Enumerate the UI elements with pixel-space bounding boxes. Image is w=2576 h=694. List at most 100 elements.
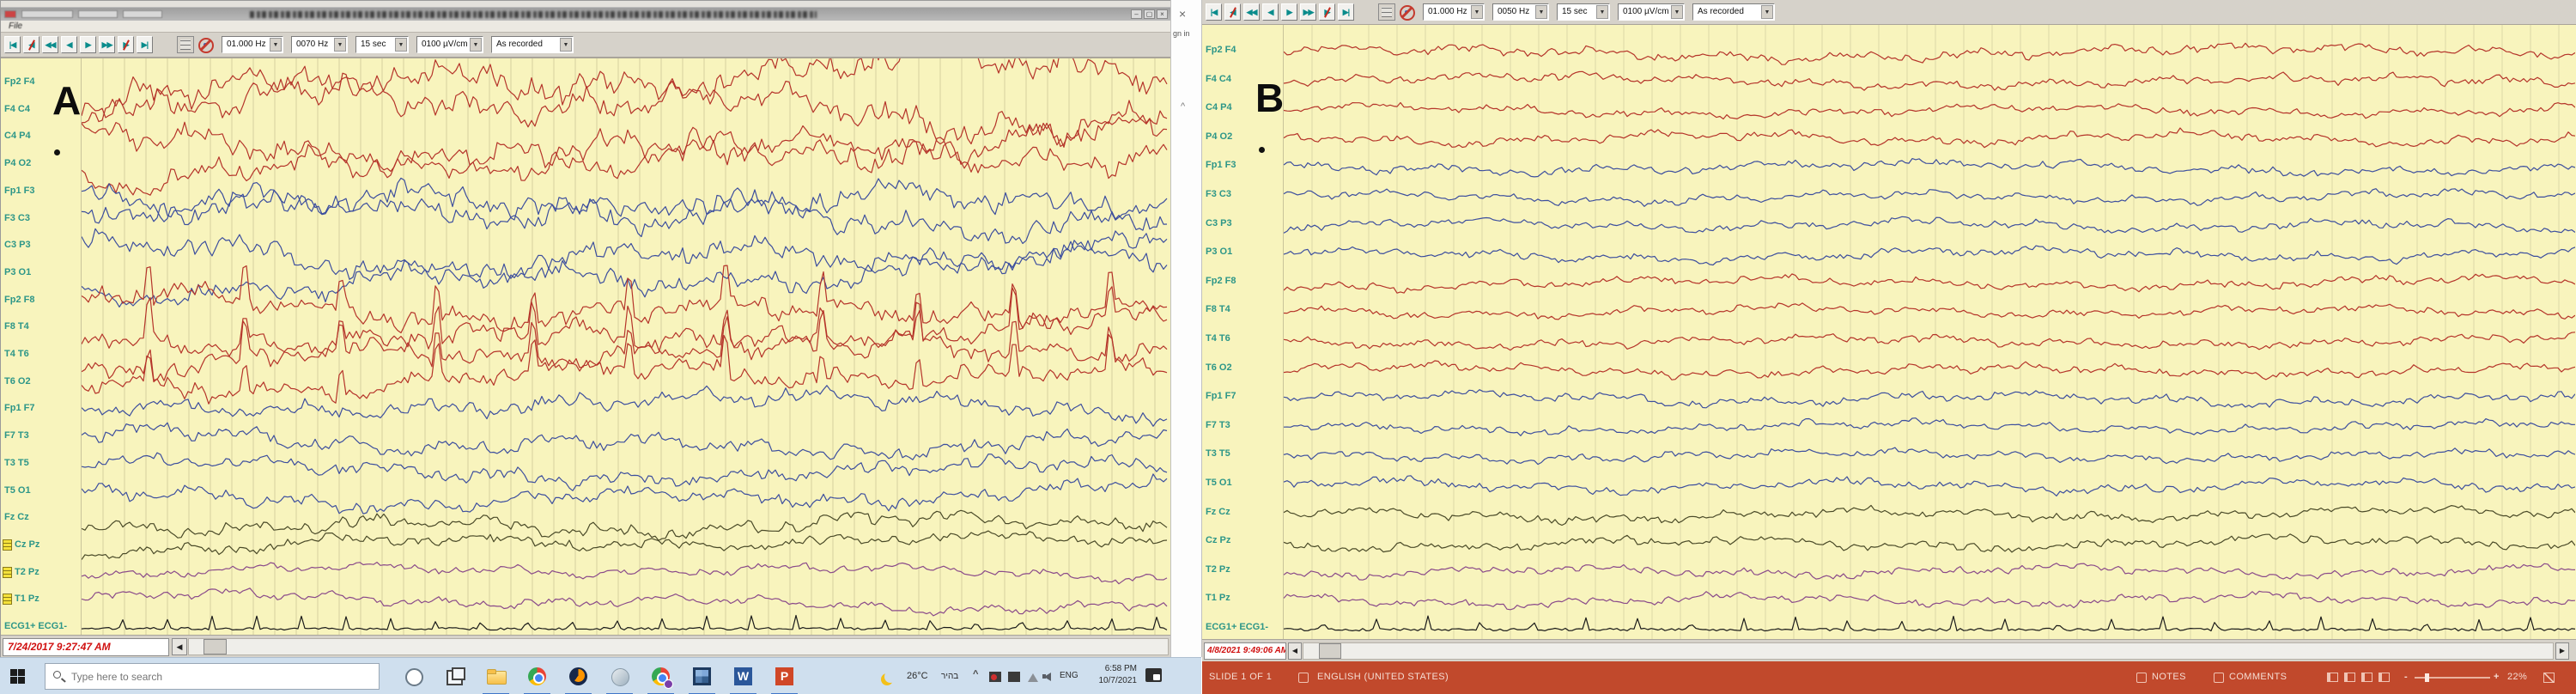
scroll-right-button[interactable]: ▶: [2555, 642, 2569, 660]
channel-label: Fp1 F7: [1206, 391, 1236, 402]
taskbar-icon-explorer[interactable]: [483, 665, 509, 694]
lowcut-frequency-select[interactable]: 01.000 Hz ▼: [1423, 3, 1485, 21]
timebase-select[interactable]: 15 sec ▼: [355, 36, 409, 53]
chevron-down-icon[interactable]: ▼: [334, 38, 346, 52]
channel-label: Fz Cz: [1206, 506, 1230, 517]
annotation-note-icon[interactable]: [3, 594, 12, 606]
chevron-down-icon[interactable]: ▼: [395, 38, 407, 52]
playback-button-3[interactable]: ◀: [61, 36, 77, 53]
taskbar-icon-powerpoint[interactable]: [771, 665, 798, 694]
taskbar-search[interactable]: [45, 663, 380, 690]
scrollbar-thumb[interactable]: [204, 639, 227, 654]
playback-button-5[interactable]: ▶▶: [99, 36, 115, 53]
annotation-note-icon[interactable]: [3, 566, 12, 578]
chevron-down-icon[interactable]: ▼: [1761, 5, 1773, 19]
montage-select[interactable]: As recorded ▼: [491, 36, 574, 53]
chevron-down-icon[interactable]: ▼: [560, 38, 572, 52]
playback-button-3[interactable]: ◀: [1262, 3, 1279, 21]
chevron-down-icon[interactable]: ▼: [1535, 5, 1547, 19]
playback-button-1[interactable]: ◀: [1224, 3, 1241, 21]
taskbar-icon-word[interactable]: [730, 665, 756, 694]
minimize-icon[interactable]: –: [1131, 9, 1142, 19]
sensitivity-select[interactable]: 0100 µV/cm ▼: [416, 36, 483, 53]
highcut-frequency-select[interactable]: 0070 Hz ▼: [291, 36, 348, 53]
playback-button-6[interactable]: ▶: [118, 36, 134, 53]
montage-select[interactable]: As recorded ▼: [1692, 3, 1775, 21]
playback-button-5[interactable]: ▶▶: [1300, 3, 1316, 21]
scrollbar-thumb[interactable]: [1319, 643, 1341, 659]
taskbar-icon-tiles[interactable]: [689, 665, 715, 694]
slideshow-view-icon[interactable]: [2379, 673, 2390, 682]
taskbar-icon-chrome[interactable]: [524, 665, 550, 694]
no-entry-icon[interactable]: [1398, 3, 1415, 21]
scrollbar-track[interactable]: [188, 638, 1169, 655]
playback-button-0[interactable]: |◀: [1206, 3, 1222, 21]
taskbar-icon-taskview[interactable]: [443, 665, 466, 688]
scroll-left-button[interactable]: ◀: [172, 638, 187, 655]
zoom-percentage[interactable]: 22%: [2507, 672, 2528, 682]
no-entry-icon[interactable]: [197, 36, 214, 53]
normal-view-icon[interactable]: [2327, 673, 2338, 682]
language-indicator[interactable]: ENGLISH (UNITED STATES): [1317, 672, 1449, 682]
language-indicator[interactable]: ENG: [1060, 671, 1078, 680]
channel-label: Fp2 F4: [1206, 45, 1236, 55]
montage-icon[interactable]: [177, 36, 194, 53]
comments-button[interactable]: COMMENTS: [2229, 672, 2287, 682]
taskbar-icon-grayapp[interactable]: [606, 665, 633, 694]
tray-weather-label[interactable]: בהיר: [941, 672, 959, 681]
playback-button-4[interactable]: ▶: [1281, 3, 1297, 21]
chevron-down-icon[interactable]: ▼: [1596, 5, 1608, 19]
taskbar-icon-firefox[interactable]: [565, 665, 592, 694]
lowcut-frequency-select[interactable]: 01.000 Hz ▼: [222, 36, 283, 53]
channel-label: F7 T3: [1206, 419, 1230, 430]
playback-button-2[interactable]: ◀◀: [1243, 3, 1260, 21]
menu-file[interactable]: File: [9, 21, 23, 31]
zoom-slider-thumb[interactable]: [2425, 673, 2429, 682]
chevron-down-icon[interactable]: ▼: [470, 38, 482, 52]
playback-button-7[interactable]: ▶|: [137, 36, 153, 53]
montage-icon[interactable]: [1378, 3, 1395, 21]
playback-button-4[interactable]: ▶: [80, 36, 96, 53]
tray-app-icon[interactable]: [989, 672, 1001, 682]
zoom-slider[interactable]: [2415, 677, 2490, 679]
taskbar-icon-chrome-badge[interactable]: [647, 665, 674, 694]
eeg-trace-c3-p3: [1284, 216, 2575, 234]
reading-view-icon[interactable]: [2361, 673, 2372, 682]
notes-button[interactable]: NOTES: [2152, 672, 2186, 682]
playback-button-1[interactable]: ◀: [23, 36, 39, 53]
zoom-in-button[interactable]: +: [2494, 672, 2500, 682]
timebase-select[interactable]: 15 sec ▼: [1557, 3, 1610, 21]
chevron-down-icon[interactable]: ▼: [1471, 5, 1483, 19]
chevron-down-icon[interactable]: ▼: [270, 38, 282, 52]
channel-label: C4 P4: [1206, 102, 1232, 113]
tray-device-icon[interactable]: [1008, 672, 1020, 682]
network-icon[interactable]: [1027, 672, 1039, 682]
tray-temperature[interactable]: 26°C: [907, 671, 928, 681]
annotation-note-icon[interactable]: [3, 539, 12, 551]
playback-button-2[interactable]: ◀◀: [42, 36, 58, 53]
action-center-icon[interactable]: [1145, 668, 1162, 682]
clock[interactable]: 6:58 PM 10/7/2021: [1080, 663, 1138, 687]
start-button[interactable]: [10, 669, 25, 684]
search-input[interactable]: [71, 664, 372, 689]
slide-sorter-view-icon[interactable]: [2344, 673, 2355, 682]
playback-button-0[interactable]: |◀: [4, 36, 21, 53]
chevron-down-icon[interactable]: ▼: [1671, 5, 1683, 19]
zoom-out-button[interactable]: -: [2404, 672, 2409, 682]
speaker-icon[interactable]: [1042, 672, 1054, 682]
scroll-left-button[interactable]: ◀: [1288, 642, 1302, 660]
tray-expand-caret[interactable]: ^: [973, 669, 979, 679]
fit-slide-icon[interactable]: [2543, 673, 2555, 683]
highcut-frequency-select[interactable]: 0050 Hz ▼: [1492, 3, 1549, 21]
close-icon[interactable]: ×: [1157, 9, 1168, 19]
maximize-icon[interactable]: ▢: [1144, 9, 1155, 19]
playback-button-6[interactable]: ▶: [1319, 3, 1335, 21]
playback-button-7[interactable]: ▶|: [1338, 3, 1354, 21]
close-icon[interactable]: ×: [1179, 7, 1187, 21]
weather-moon-icon[interactable]: [884, 671, 896, 683]
eeg-trace-p3-o1: [82, 240, 1168, 307]
chevron-up-icon[interactable]: ^: [1181, 101, 1186, 112]
sensitivity-select[interactable]: 0100 µV/cm ▼: [1618, 3, 1685, 21]
taskbar-icon-cortana[interactable]: [402, 665, 425, 688]
scrollbar-track[interactable]: [1303, 642, 2554, 660]
